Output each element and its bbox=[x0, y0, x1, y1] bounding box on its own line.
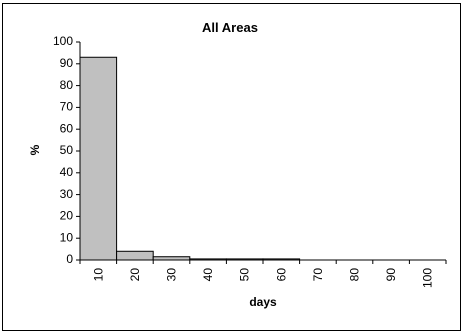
bar-20 bbox=[116, 250, 154, 261]
y-tick-label: 0 bbox=[66, 252, 73, 266]
y-tick-label: 50 bbox=[60, 143, 74, 157]
y-axis-title: % bbox=[28, 144, 42, 155]
y-tick-label: 30 bbox=[60, 187, 74, 201]
x-axis: 10 20 30 40 50 60 70 80 90 100 bbox=[79, 260, 447, 288]
chart-title: All Areas bbox=[202, 20, 258, 35]
y-tick-label: 40 bbox=[60, 165, 74, 179]
x-tick-label: 10 bbox=[91, 268, 105, 282]
x-tick-label: 90 bbox=[384, 268, 398, 282]
x-tick-label: 60 bbox=[274, 268, 288, 282]
x-tick-label: 30 bbox=[165, 268, 179, 282]
x-axis-title: days bbox=[249, 295, 277, 309]
bars bbox=[79, 56, 301, 261]
y-tick-label: 70 bbox=[60, 100, 74, 114]
x-tick-label: 40 bbox=[201, 268, 215, 282]
x-tick-label: 70 bbox=[311, 268, 325, 282]
y-tick-label: 10 bbox=[60, 230, 74, 244]
y-axis: 0 10 20 30 40 50 60 70 80 90 100 bbox=[53, 34, 80, 266]
y-tick-label: 90 bbox=[60, 56, 74, 70]
y-tick-label: 80 bbox=[60, 78, 74, 92]
y-tick-label: 100 bbox=[53, 34, 73, 48]
y-tick-label: 60 bbox=[60, 121, 74, 135]
chart-frame bbox=[2, 3, 461, 331]
x-tick-label: 50 bbox=[238, 268, 252, 282]
x-tick-label: 20 bbox=[128, 268, 142, 282]
x-tick-label: 100 bbox=[421, 268, 435, 288]
x-tick-label: 80 bbox=[348, 268, 362, 282]
bar-10 bbox=[79, 56, 118, 261]
y-tick-label: 20 bbox=[60, 209, 74, 223]
